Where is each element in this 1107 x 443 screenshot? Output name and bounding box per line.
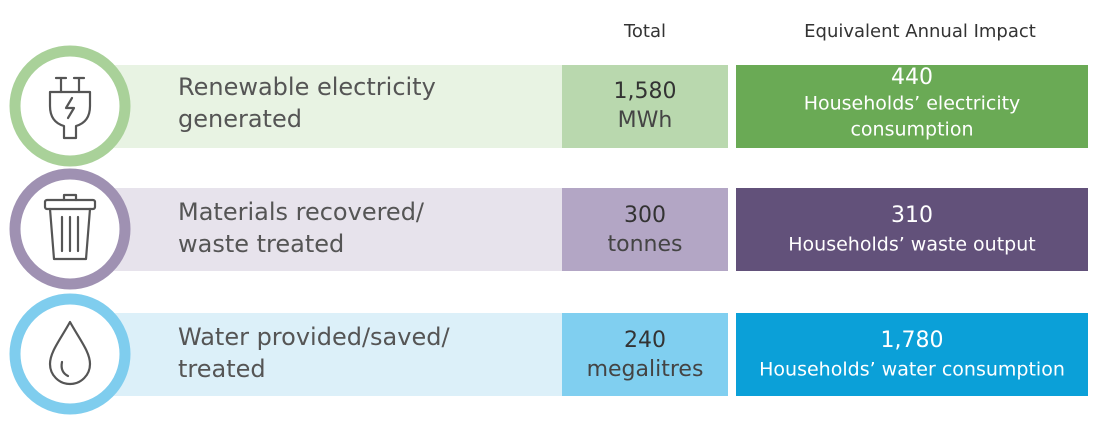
total-cell	[562, 188, 728, 271]
label-cell	[110, 313, 562, 396]
total-value: 300	[624, 203, 666, 228]
total-value: 1,580	[614, 79, 677, 104]
impact-cell	[736, 313, 1088, 396]
header-impact: Equivalent Annual Impact	[804, 21, 1036, 42]
label-cell	[110, 65, 562, 148]
impact-value: 440	[891, 65, 933, 90]
total-unit: megalitres	[587, 357, 704, 382]
row: Water provided/saved/ treated 240 megali…	[9, 293, 1088, 415]
total-unit: tonnes	[608, 232, 683, 257]
impact-value: 1,780	[881, 328, 944, 353]
icon-ring	[9, 293, 131, 415]
label: Materials recovered/	[178, 198, 425, 226]
total-cell	[562, 313, 728, 396]
header-total: Total	[623, 21, 666, 42]
total-cell	[562, 65, 728, 148]
plug-icon	[48, 76, 92, 140]
impact-description: consumption	[850, 119, 973, 141]
label: generated	[178, 105, 302, 133]
impact-value: 310	[891, 203, 933, 228]
label: waste treated	[178, 230, 344, 258]
bin-icon	[43, 193, 97, 261]
total-value: 240	[624, 328, 666, 353]
impact-description: Households’ electricity	[804, 93, 1021, 115]
label: Water provided/saved/	[178, 323, 450, 351]
impact-description: Households’ water consumption	[759, 359, 1065, 381]
row: Materials recovered/ waste treated 300 t…	[9, 168, 1088, 290]
icon-ring	[9, 45, 131, 167]
label-cell	[110, 188, 562, 271]
impact-description: Households’ waste output	[788, 234, 1035, 256]
total-unit: MWh	[618, 108, 673, 133]
label: Renewable electricity	[178, 73, 436, 101]
impact-cell	[736, 188, 1088, 271]
label: treated	[178, 355, 266, 383]
impact-cell	[736, 65, 1088, 148]
drop-icon	[48, 320, 92, 386]
row: Renewable electricity generated 1,580 MW…	[9, 45, 1088, 167]
